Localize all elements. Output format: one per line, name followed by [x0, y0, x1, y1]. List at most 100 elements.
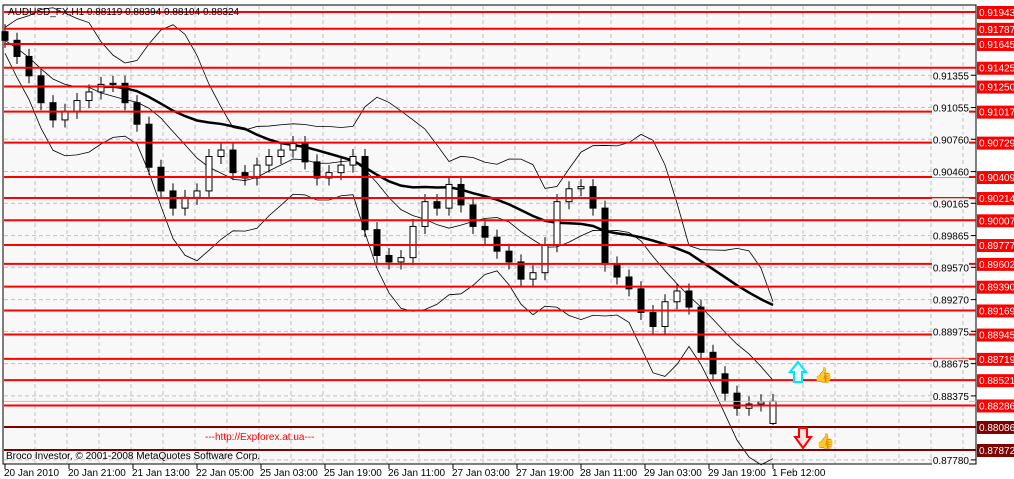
- y-tick-label-background: [932, 230, 969, 242]
- level-price-box: [977, 304, 1014, 318]
- candle-body: [157, 166, 165, 192]
- candle-body: [541, 244, 549, 274]
- x-tick-label: 26 Jan 11:00: [388, 468, 446, 479]
- level-price-label: 0.88086: [979, 423, 1014, 434]
- thumbs-up-icon[interactable]: 👍: [814, 366, 833, 384]
- level-price-box: [977, 443, 1014, 457]
- x-tick-label: 29 Jan 19:00: [708, 468, 766, 479]
- x-tick-label: 21 Jan 13:00: [132, 468, 190, 479]
- horizontal-levels[interactable]: 0.91943 0.91787 0.91645 0.91425 0.91250 0.910…: [4, 6, 1014, 457]
- y-tick-label: 0.87780: [933, 456, 970, 467]
- y-tick-label: 0.89570: [933, 263, 970, 274]
- y-tick-label: 0.91055: [933, 104, 970, 115]
- candle-body: [565, 188, 573, 203]
- candle-body: [25, 55, 33, 77]
- x-tick-label: 25 Jan 19:00: [324, 468, 382, 479]
- moving-average: [100, 85, 774, 307]
- level-price-box: [977, 22, 1014, 36]
- level-price-label: 0.87872: [979, 446, 1014, 457]
- candle-body: [673, 290, 681, 303]
- candle-body: [361, 155, 369, 231]
- candle-body: [193, 190, 201, 198]
- level-price-label: 0.91645: [979, 40, 1014, 51]
- y-tick-label: 0.88375: [933, 392, 970, 403]
- candle-body: [529, 272, 537, 280]
- y-tick-label-background: [932, 390, 969, 402]
- candle-body: [337, 164, 345, 174]
- level-price-box: [977, 136, 1014, 150]
- candle-body: [661, 301, 669, 327]
- candle-body: [601, 207, 609, 265]
- chart-title: AUDUSD_FX,H1 0.88119 0.88394 0.88104 0.8…: [8, 7, 240, 18]
- candle-body: [277, 149, 285, 157]
- level-price-label: 0.91943: [979, 8, 1014, 19]
- level-price-box: [977, 352, 1014, 366]
- level-price-box: [977, 280, 1014, 294]
- y-tick-label: 0.88975: [933, 327, 970, 338]
- candle-body: [385, 254, 393, 263]
- level-price-box: [977, 374, 1014, 388]
- y-tick-label: 0.90165: [933, 199, 970, 210]
- y-tick-label: 0.89865: [933, 232, 970, 243]
- y-tick-label-background: [932, 326, 969, 338]
- candle-body: [613, 263, 621, 278]
- candle-body: [469, 204, 477, 227]
- level-price-label: 0.91250: [979, 83, 1014, 94]
- candle-body: [709, 351, 717, 375]
- moving-average-line: [100, 85, 774, 307]
- candle-body: [37, 75, 45, 104]
- x-tick-label: 25 Jan 03:00: [260, 468, 318, 479]
- thumbs-up-icon[interactable]: 👍: [816, 432, 835, 450]
- y-tick-label-background: [932, 166, 969, 178]
- level-price-label: 0.88719: [979, 355, 1014, 366]
- y-tick-label-background: [932, 262, 969, 274]
- x-tick-label: 27 Jan 19:00: [516, 468, 574, 479]
- level-price-label: 0.89169: [979, 306, 1014, 317]
- level-price-label: 0.90409: [979, 173, 1014, 184]
- level-price-label: 0.90007: [979, 216, 1014, 227]
- candle-body: [265, 155, 273, 166]
- x-tick-label: 22 Jan 05:00: [196, 468, 254, 479]
- level-price-label: 0.88945: [979, 331, 1014, 342]
- candle-body: [205, 155, 213, 192]
- x-tick-label: 1 Feb 12:00: [772, 468, 826, 479]
- y-tick-label-background: [932, 134, 969, 146]
- bollinger-upper: [4, 7, 774, 302]
- y-tick-label: 0.89270: [933, 296, 970, 307]
- watermark-link[interactable]: ---http://Expforex.at.ua---: [205, 432, 314, 443]
- level-price-box: [977, 171, 1014, 185]
- candle-body: [313, 161, 321, 179]
- candles: [1, 24, 777, 426]
- candle-body: [121, 82, 129, 104]
- candle-body: [109, 82, 117, 85]
- copyright-text: Broco Investor, © 2001-2008 MetaQuotes S…: [6, 451, 260, 462]
- level-price-label: 0.88286: [979, 401, 1014, 412]
- candle-body: [397, 257, 405, 263]
- level-price-box: [977, 105, 1014, 119]
- level-price-box: [977, 257, 1014, 271]
- x-tick-label: 20 Jan 2010: [4, 468, 59, 479]
- candle-body: [637, 288, 645, 313]
- candle-body: [97, 83, 105, 93]
- up-arrow-icon[interactable]: [787, 360, 809, 383]
- down-arrow-icon[interactable]: [793, 427, 813, 450]
- level-price-box: [977, 420, 1014, 434]
- level-price-box: [977, 6, 1014, 19]
- candle-body: [217, 149, 225, 157]
- candle-body: [757, 401, 765, 405]
- level-price-label: 0.89602: [979, 260, 1014, 271]
- candle-body: [133, 102, 141, 125]
- x-tick-label: 27 Jan 03:00: [452, 468, 510, 479]
- candle-body: [145, 123, 153, 168]
- candle-body: [697, 306, 705, 353]
- candle-body: [733, 392, 741, 409]
- candle-body: [517, 261, 525, 280]
- y-tick-label-background: [932, 358, 969, 370]
- candle-body: [73, 100, 81, 112]
- candle-body: [301, 143, 309, 163]
- candle-body: [577, 186, 585, 190]
- candle-body: [625, 276, 633, 290]
- candle-body: [685, 290, 693, 308]
- candle-body: [1, 31, 9, 41]
